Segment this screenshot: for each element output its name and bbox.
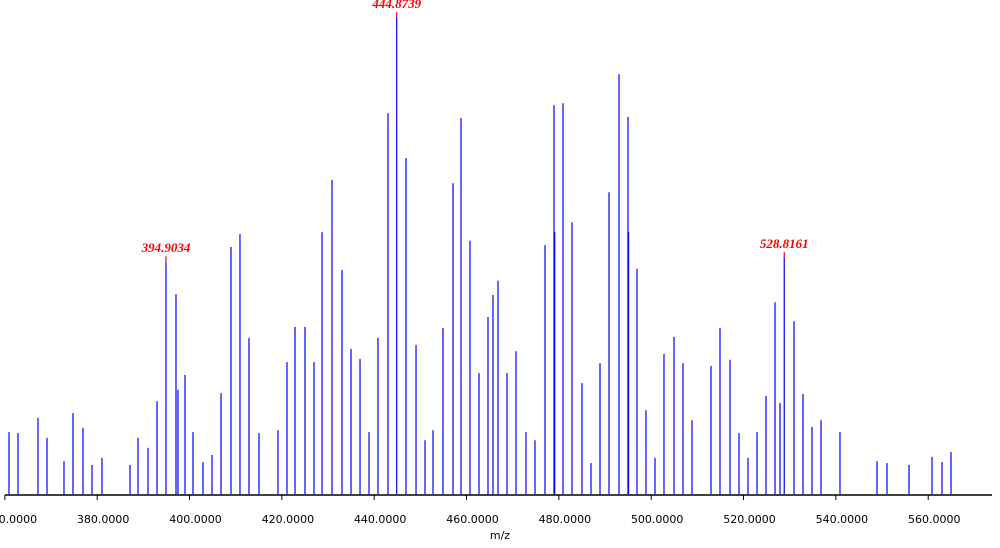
x-axis-title: m/z bbox=[490, 529, 510, 542]
annotation-label: 394.9034 bbox=[141, 240, 191, 255]
x-tick-label: 480.0000 bbox=[539, 513, 592, 526]
x-tick-label: 460.0000 bbox=[446, 513, 499, 526]
x-tick-label: 560.0000 bbox=[908, 513, 961, 526]
x-tick-label: 540.0000 bbox=[816, 513, 869, 526]
x-tick-label: 520.0000 bbox=[723, 513, 776, 526]
x-tick-label: 380.0000 bbox=[77, 513, 130, 526]
annotation-label: 444.8739 bbox=[371, 0, 421, 11]
x-tick-label: 400.0000 bbox=[169, 513, 222, 526]
annotation-label: 528.8161 bbox=[760, 236, 809, 251]
x-tick-label: 360.0000 bbox=[0, 513, 37, 526]
x-tick-label: 500.0000 bbox=[631, 513, 684, 526]
x-tick-label: 440.0000 bbox=[354, 513, 407, 526]
x-tick-label: 420.0000 bbox=[262, 513, 315, 526]
